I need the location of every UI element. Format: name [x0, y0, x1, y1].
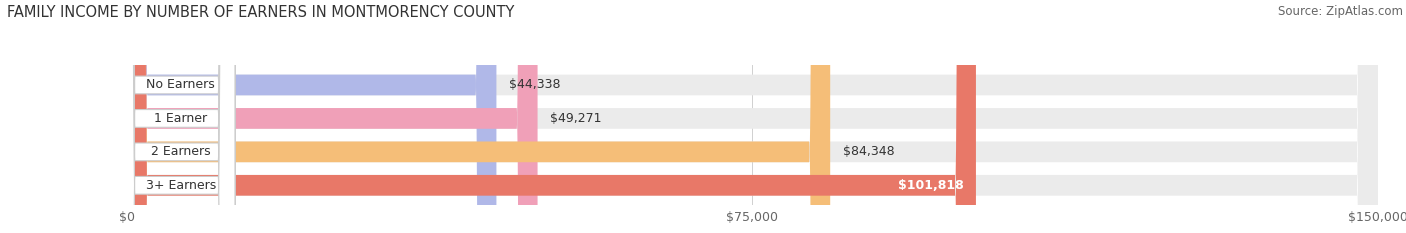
Text: 2 Earners: 2 Earners	[150, 145, 211, 158]
Text: No Earners: No Earners	[146, 79, 215, 92]
Text: FAMILY INCOME BY NUMBER OF EARNERS IN MONTMORENCY COUNTY: FAMILY INCOME BY NUMBER OF EARNERS IN MO…	[7, 5, 515, 20]
FancyBboxPatch shape	[127, 0, 976, 233]
Text: 1 Earner: 1 Earner	[155, 112, 207, 125]
FancyBboxPatch shape	[118, 0, 235, 233]
FancyBboxPatch shape	[127, 0, 496, 233]
Text: $44,338: $44,338	[509, 79, 561, 92]
FancyBboxPatch shape	[127, 0, 1378, 233]
FancyBboxPatch shape	[127, 0, 1378, 233]
FancyBboxPatch shape	[127, 0, 830, 233]
Text: Source: ZipAtlas.com: Source: ZipAtlas.com	[1278, 5, 1403, 18]
FancyBboxPatch shape	[118, 0, 235, 233]
FancyBboxPatch shape	[118, 0, 235, 233]
FancyBboxPatch shape	[127, 0, 537, 233]
FancyBboxPatch shape	[118, 0, 235, 233]
Text: $84,348: $84,348	[842, 145, 894, 158]
FancyBboxPatch shape	[127, 0, 1378, 233]
Text: $49,271: $49,271	[550, 112, 602, 125]
Text: $101,818: $101,818	[897, 179, 963, 192]
Text: 3+ Earners: 3+ Earners	[146, 179, 217, 192]
FancyBboxPatch shape	[127, 0, 1378, 233]
